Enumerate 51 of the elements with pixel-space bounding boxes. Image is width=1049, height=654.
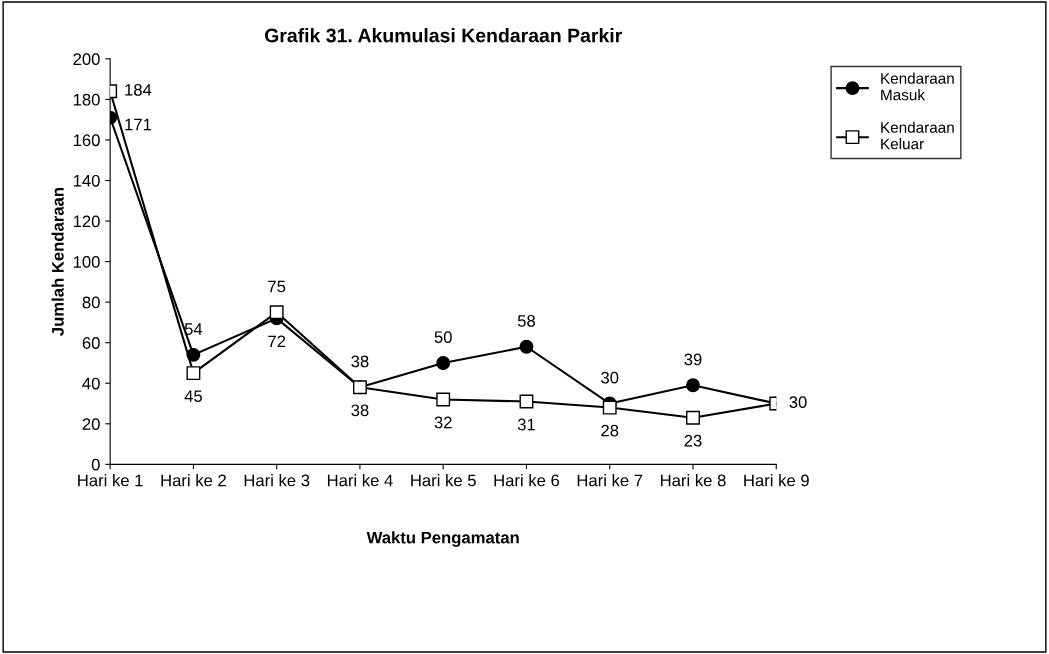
data-label: 58 bbox=[517, 314, 536, 327]
legend-label: Kendaraan Keluar bbox=[881, 121, 954, 150]
data-label: 30 bbox=[789, 396, 807, 408]
point bbox=[186, 347, 201, 362]
x-axis-title: Waktu Pengamatan bbox=[366, 531, 519, 547]
chart-title: Grafik 31. Akumulasi Kendaraan Parkir bbox=[264, 28, 622, 43]
point bbox=[269, 305, 284, 320]
y-tick-label: 120 bbox=[73, 215, 100, 228]
y-tick-label: 20 bbox=[82, 418, 100, 430]
data-label: 39 bbox=[684, 353, 702, 366]
x-tick-label: Hari ke 7 bbox=[577, 474, 643, 487]
y-tick-label: 200 bbox=[73, 53, 100, 66]
y-tick-label: 0 bbox=[91, 458, 100, 471]
point bbox=[686, 410, 700, 425]
point bbox=[519, 339, 534, 354]
point bbox=[436, 356, 451, 370]
y-axis-title: Jumlah Kendaraan bbox=[51, 188, 64, 336]
y-tick-label: 80 bbox=[82, 296, 100, 309]
x-tick-label: Hari ke 9 bbox=[744, 474, 809, 487]
legend-label: Kendaraan Masuk bbox=[881, 72, 954, 101]
x-tick-label: Hari ke 6 bbox=[494, 474, 560, 487]
y-tick-label: 40 bbox=[82, 377, 100, 390]
x-tick-label: Hari ke 2 bbox=[161, 474, 226, 487]
y-tick-label: 60 bbox=[82, 337, 100, 349]
data-label: 31 bbox=[517, 418, 535, 431]
x-tick-label: Hari ke 4 bbox=[327, 474, 393, 487]
y-tick-label: 160 bbox=[73, 134, 100, 147]
x-tick-label: Hari ke 3 bbox=[244, 474, 310, 487]
data-label: 50 bbox=[434, 331, 452, 344]
x-tick-label: Hari ke 1 bbox=[78, 474, 143, 487]
y-tick-label: 100 bbox=[73, 256, 100, 268]
data-label: 32 bbox=[434, 416, 452, 429]
data-label: 45 bbox=[184, 390, 202, 403]
data-label: 171 bbox=[125, 118, 152, 131]
data-label: 54 bbox=[184, 323, 203, 335]
data-label: 72 bbox=[268, 335, 286, 348]
data-label: 30 bbox=[601, 371, 619, 384]
point bbox=[436, 392, 451, 407]
point bbox=[186, 366, 201, 381]
data-label: 38 bbox=[351, 355, 369, 368]
x-tick-label: Hari ke 5 bbox=[411, 474, 476, 487]
data-label: 38 bbox=[351, 404, 369, 417]
data-label: 28 bbox=[601, 424, 619, 437]
point bbox=[602, 400, 617, 415]
y-tick-label: 140 bbox=[73, 174, 100, 187]
data-label: 184 bbox=[125, 83, 152, 96]
data-label: 75 bbox=[268, 280, 286, 293]
x-tick-label: Hari ke 8 bbox=[661, 474, 726, 487]
point bbox=[686, 378, 700, 393]
data-label: 23 bbox=[684, 434, 702, 447]
y-tick-label: 180 bbox=[73, 93, 100, 106]
